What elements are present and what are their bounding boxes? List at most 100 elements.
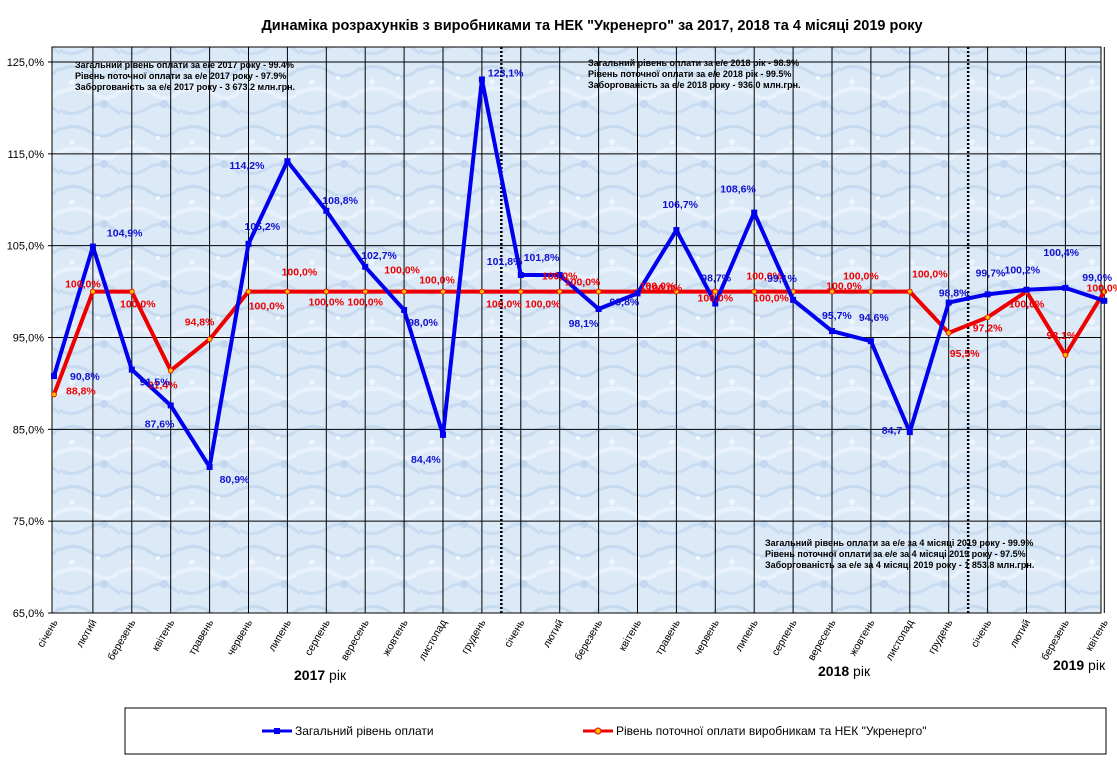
year-label-2017: 2017 рік <box>294 667 347 683</box>
x-tick-label: березень <box>106 617 139 662</box>
series-total-payment <box>51 76 1108 470</box>
data-label-total-payment: 99,8% <box>610 296 640 308</box>
data-label-total-payment: 98,8% <box>939 288 969 300</box>
data-label-total-payment: 114,2% <box>229 160 265 172</box>
data-point-total-payment <box>323 207 330 214</box>
x-tick-label: жовтень <box>380 617 411 658</box>
gridlines <box>48 47 1105 614</box>
data-point-current-payment <box>829 288 835 295</box>
data-label-total-payment: 91,5% <box>140 377 170 389</box>
data-label-current-payment: 97,2% <box>973 322 1003 334</box>
data-labels-current-payment: 88,8%100,0%100,0%91,4%94,8%100,0%100,0%1… <box>65 265 1117 398</box>
annotation-2019: Загальний рівень оплати за е/е за 4 міся… <box>765 538 1034 570</box>
data-point-total-payment <box>478 76 485 83</box>
data-point-total-payment <box>1062 284 1069 291</box>
y-tick-label: 65,0% <box>13 608 44 620</box>
x-tick-label: травень <box>186 617 216 657</box>
x-tick-label: липень <box>733 617 761 654</box>
data-point-current-payment <box>323 288 330 295</box>
data-label-total-payment: 84,7 <box>882 425 903 437</box>
data-point-current-payment <box>51 391 57 398</box>
series-line-total-payment <box>52 77 1105 469</box>
data-label-total-payment: 87,6% <box>145 418 175 430</box>
data-point-current-payment <box>206 336 213 343</box>
legend-item-total-payment: Загальний рівень оплати <box>262 724 434 738</box>
data-label-current-payment: 100,0% <box>347 297 383 309</box>
data-point-current-payment <box>478 288 485 295</box>
data-label-total-payment: 90,8% <box>70 371 100 383</box>
data-label-total-payment: 101,8% <box>487 256 523 268</box>
legend: Загальний рівень оплати Рівень поточної … <box>124 707 1107 755</box>
data-point-current-payment <box>945 330 952 336</box>
y-tick-label: 95,0% <box>13 333 44 345</box>
data-label-current-payment: 100,0% <box>120 299 156 311</box>
data-point-total-payment <box>790 296 797 303</box>
data-label-current-payment: 100,0% <box>525 299 561 311</box>
data-label-total-payment: 80,9% <box>220 474 250 486</box>
x-tick-label: лютий <box>1008 617 1034 649</box>
year-label-2019: 2019 рік <box>1053 657 1106 673</box>
data-point-total-payment <box>128 366 135 373</box>
data-label-current-payment: 100,0% <box>826 281 862 293</box>
data-label-current-payment: 100,0% <box>647 283 683 295</box>
x-tick-label: листопад <box>416 618 449 663</box>
data-point-current-payment <box>1062 352 1069 358</box>
data-label-total-payment: 98,1% <box>569 318 599 330</box>
legend-marker-blue <box>274 728 280 734</box>
data-label-total-payment: 100,2% <box>1005 265 1041 277</box>
x-tick-label: квітень <box>1083 617 1111 653</box>
data-labels-total-payment: 90,8% 104,9% 91,5% 87,6% 80,9% 105,2% 114,2% 10… <box>70 67 1113 486</box>
chart-title: Динаміка розрахунків з виробниками та НЕ… <box>261 18 922 34</box>
data-label-current-payment: 100,0% <box>486 299 522 311</box>
data-point-current-payment <box>556 288 563 295</box>
annotation-line: Загальний рівень оплати за е/е за 4 міся… <box>765 538 1033 548</box>
data-point-current-payment <box>984 314 991 321</box>
data-label-current-payment: 100,0% <box>640 281 676 293</box>
data-label-total-payment: 108,8% <box>322 195 358 207</box>
data-label-current-payment: 100,0% <box>542 271 578 283</box>
x-tick-label: березень <box>1039 617 1072 662</box>
data-point-current-payment <box>517 288 524 295</box>
y-tick-label: 125,0% <box>7 57 45 69</box>
annotation-line: Загальний рівень оплати за е/е 2018 рік … <box>588 58 799 68</box>
data-point-total-payment <box>634 290 641 297</box>
data-label-total-payment: 123,1% <box>488 67 524 79</box>
data-point-current-payment <box>712 288 719 295</box>
data-label-total-payment: 98,0% <box>408 317 438 329</box>
data-point-total-payment <box>945 299 952 306</box>
x-tick-label: липень <box>266 617 294 654</box>
data-point-total-payment <box>517 272 524 279</box>
data-point-current-payment <box>673 288 680 295</box>
data-point-total-payment <box>556 272 563 279</box>
data-label-current-payment: 100,0% <box>384 265 420 277</box>
data-point-current-payment <box>362 288 369 295</box>
data-label-current-payment: 100,0% <box>419 275 455 287</box>
data-label-current-payment: 93,1% <box>1047 330 1077 342</box>
data-point-total-payment <box>401 306 408 313</box>
data-point-total-payment <box>245 240 252 247</box>
data-point-total-payment <box>206 463 213 470</box>
y-tick-label: 115,0% <box>8 149 45 161</box>
data-point-total-payment <box>284 158 291 165</box>
data-point-current-payment <box>167 367 174 374</box>
data-label-current-payment: 100,0% <box>697 293 733 305</box>
data-label-current-payment: 94,8% <box>185 316 215 328</box>
x-tick-label: березень <box>572 617 605 662</box>
data-point-total-payment <box>1023 286 1030 293</box>
data-label-total-payment: 100,4% <box>1043 247 1079 259</box>
data-label-total-payment: 106,7% <box>662 199 698 211</box>
data-point-current-payment <box>751 288 758 295</box>
x-tick-label: грудень <box>926 617 956 656</box>
data-point-total-payment <box>167 402 174 409</box>
data-label-current-payment: 100,0% <box>1009 299 1045 311</box>
data-point-total-payment <box>51 373 57 380</box>
x-tick-label: жовтень <box>847 617 878 658</box>
x-tick-label: листопад <box>883 618 916 663</box>
data-point-current-payment <box>868 288 874 295</box>
data-label-current-payment: 100,0% <box>753 293 789 305</box>
data-label-total-payment: 84,4% <box>411 454 441 466</box>
x-tick-label: вересень <box>339 617 372 663</box>
x-tick-label: грудень <box>459 617 489 656</box>
x-tick-label: лютий <box>541 617 567 649</box>
